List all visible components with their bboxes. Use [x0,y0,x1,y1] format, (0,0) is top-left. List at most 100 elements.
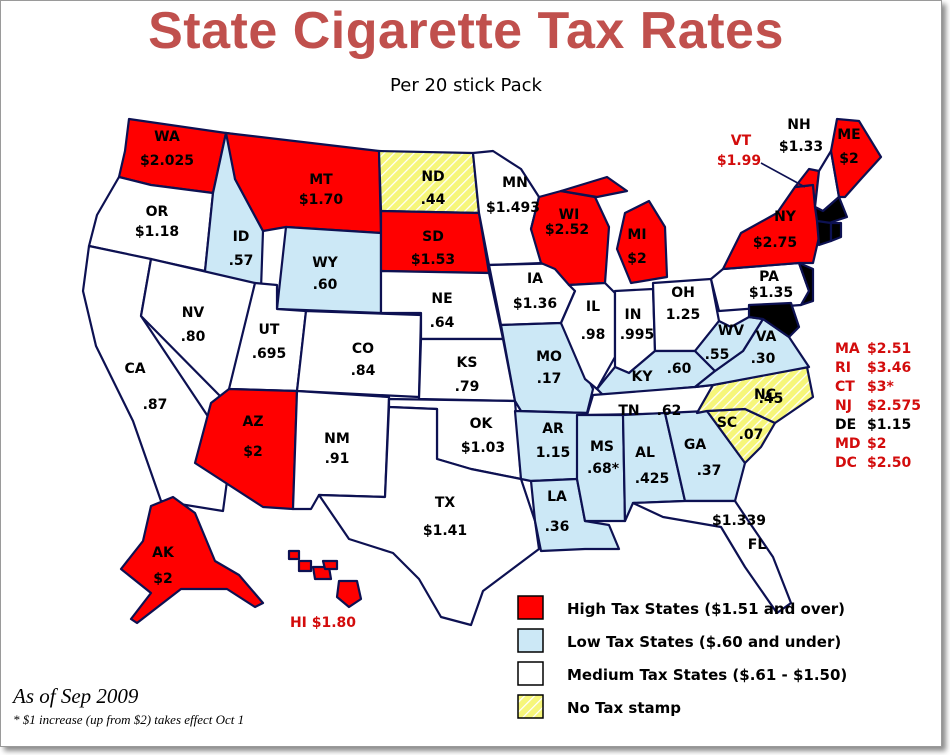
legend-swatch-medium [517,661,544,686]
legend-swatch-high [517,595,544,620]
state-rate-va: .30 [751,351,776,367]
state-rate-mn: $1.493 [486,200,540,216]
state-abbr-ia: IA [527,271,543,287]
state-abbr-ak: AK [152,545,175,561]
hawaii-label: HI $1.80 [290,615,356,631]
state-fl [631,499,793,615]
state-rate-ca: .87 [143,397,168,413]
side-list-abbr-ri: RI [835,360,851,376]
state-rate-nm: .91 [325,451,350,467]
as-of-date: As of Sep 2009 [13,684,139,708]
state-abbr-ca: CA [124,361,145,377]
state-rate-nd: .44 [421,192,446,208]
state-abbr-nd: ND [421,169,444,185]
state-rate-ga: .37 [697,463,722,479]
state-abbr-mt: MT [309,172,333,188]
state-rate-mt: $1.70 [299,192,344,208]
state-mi [559,175,669,285]
state-ms [575,413,627,523]
state-abbr-ms: MS [590,439,614,455]
state-abbr-sd: SD [422,229,444,245]
state-abbr-az: AZ [243,414,264,430]
page-subtitle: Per 20 stick Pack [390,75,542,96]
state-abbr-al: AL [635,445,655,461]
state-abbr-nv: NV [182,305,205,321]
state-rate-in: .995 [620,327,655,343]
state-abbr-me: ME [837,127,861,143]
state-rate-ks: .79 [455,379,480,395]
state-rate-nv: .80 [181,329,206,345]
state-abbr-ga: GA [684,437,706,453]
state-nj [797,261,815,307]
state-abbr-la: LA [547,489,567,505]
side-list-rate-dc: $2.50 [867,455,912,471]
state-abbr-mo: MO [536,349,562,365]
legend: High Tax States ($1.51 and over) Low Tax… [517,595,847,719]
state-rate-ar: 1.15 [536,445,571,461]
state-rate-la: .36 [545,519,570,535]
state-abbr-ny: NY [774,209,797,225]
state-hi [335,579,363,609]
state-abbr-nm: NM [324,431,350,447]
state-md [747,301,801,339]
state-abbr-pa: PA [759,269,779,285]
state-rate-tx: $1.41 [423,523,467,539]
state-abbr-ut: UT [259,322,280,338]
side-list-rate-md: $2 [867,436,886,452]
side-list-abbr-dc: DC [835,455,857,471]
state-rate-ia: $1.36 [513,296,557,312]
state-rate-sd: $1.53 [411,252,455,268]
state-rate-wi: $2.52 [545,222,589,238]
state-ak [119,495,265,625]
state-abbr-wv: WV [718,323,744,339]
state-abbr-oh: OH [671,285,695,301]
side-list-abbr-ct: CT [835,379,855,395]
state-rate-az: $2 [243,444,262,460]
state-abbr-tx: TX [435,495,456,511]
side-list-rate-ma: $2.51 [867,341,911,357]
side-list-abbr-ma: MA [835,341,860,357]
state-abbr-wi: WI [559,207,580,223]
state-abbr-wy: WY [312,255,338,271]
state-abbr-tn: TN [618,403,639,419]
side-list-rate-nj: $2.575 [867,398,921,414]
state-abbr-ks: KS [457,355,478,371]
state-abbr-sc: SC [717,415,737,431]
state-labels: WA $2.025 OR $1.18 CA .87 ID .57 NV .80 MT $1.70 WY.… [124,117,860,587]
page-title: State Cigarette Tax Rates [148,2,784,60]
legend-label-low: Low Tax States ($.60 and under) [567,633,841,651]
state-rate-ak: $2 [153,571,172,587]
state-rate-ne: .64 [430,315,455,331]
state-rate-ny: $2.75 [753,235,797,251]
state-abbr-nh: NH [787,117,810,133]
state-abbr-il: IL [586,299,600,315]
state-rate-wa: $2.025 [140,153,194,169]
state-abbr-in: IN [625,307,642,323]
legend-label-no-stamp: No Tax stamp [567,699,681,717]
state-abbr-ar: AR [542,421,564,437]
state-rate-nc: .45 [759,391,784,407]
side-list-rate-ri: $3.46 [867,360,911,376]
legend-swatch-no-stamp [517,694,544,719]
state-abbr-ok: OK [470,416,494,432]
state-rate-wy: .60 [313,277,338,293]
state-rate-ky: .60 [667,361,692,377]
state-rate-ok: $1.03 [461,440,505,456]
state-rate-me: $2 [839,151,858,167]
state-hi-islands [287,549,363,609]
side-list-abbr-nj: NJ [835,398,852,414]
state-abbr-va: VA [756,329,777,345]
state-rate-or: $1.18 [135,224,179,240]
state-rate-oh: 1.25 [666,307,701,323]
state-rate-fl: $1.339 [712,513,766,529]
state-me [829,117,883,199]
side-list-abbr-md: MD [835,436,861,452]
legend-swatch-low [517,628,544,653]
state-rate-tn: .62 [657,403,682,419]
state-abbr-ky: KY [632,369,654,385]
side-list-abbr-de: DE [835,417,856,433]
state-abbr-nc: NC [754,387,776,403]
northeast-side-list: MA $2.51 RI $3.46 CT $3* NJ $2.575 DE $1.15 MD $2 DC… [835,341,921,471]
state-rate-il: .98 [581,327,606,343]
side-list-rate-de: $1.15 [867,417,911,433]
